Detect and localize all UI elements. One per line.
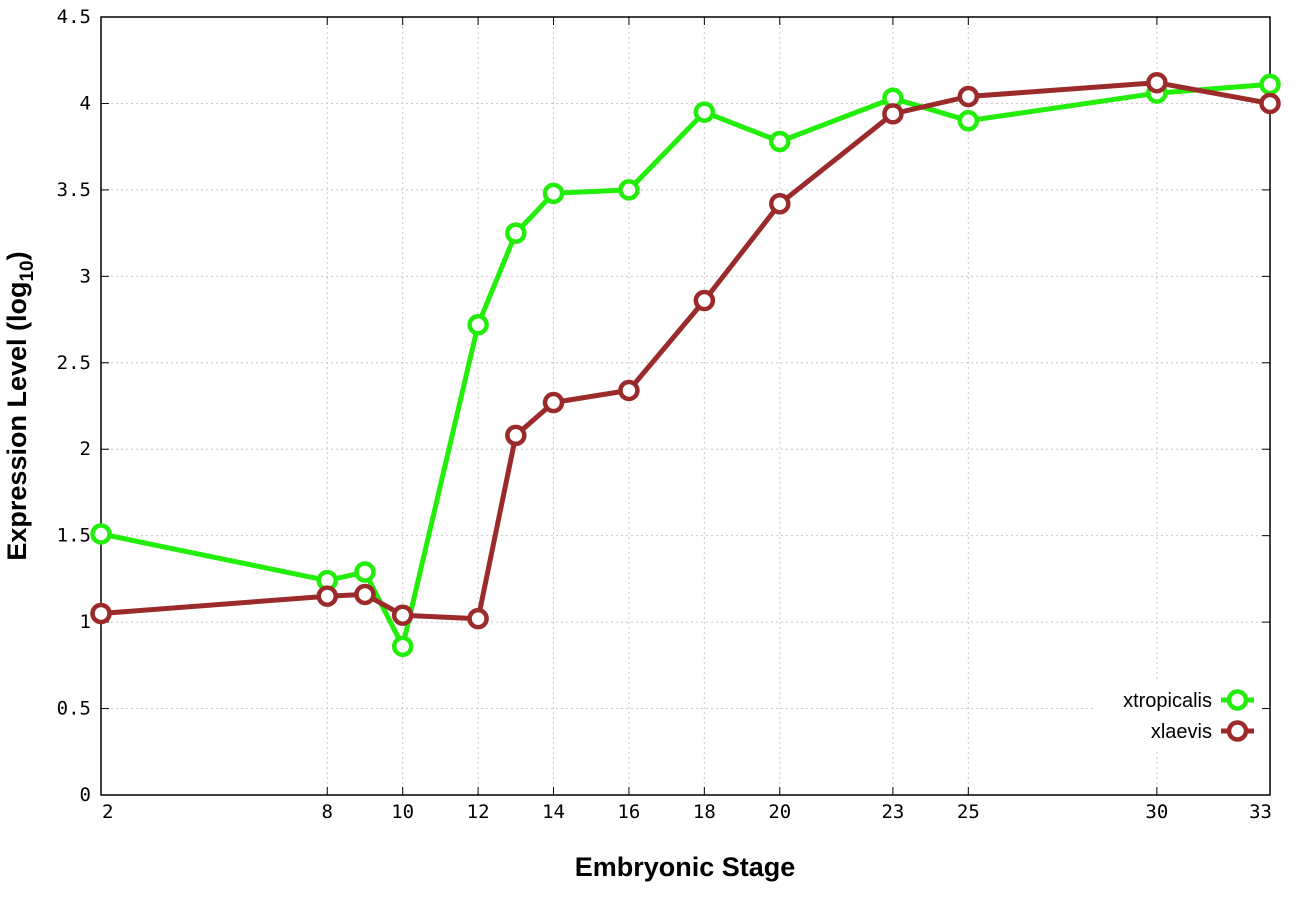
- plot-frame: [100, 16, 1271, 796]
- series-line: [100, 80, 1271, 622]
- y-axis-title-subscript: 10: [17, 260, 38, 281]
- x-tick-label: 12: [467, 801, 490, 823]
- x-tick-label: 14: [542, 801, 565, 823]
- x-tick-label: 25: [957, 801, 980, 823]
- x-tick-label: 16: [617, 801, 640, 823]
- x-tick-label: 23: [881, 801, 904, 823]
- y-tick-label: 1.5: [57, 525, 91, 547]
- series-line: [100, 81, 1271, 649]
- data-point: [957, 109, 980, 132]
- x-tick-label: 2: [102, 801, 113, 823]
- data-point: [542, 182, 565, 205]
- y-tick-label: 3: [80, 265, 91, 287]
- data-point: [505, 424, 527, 447]
- data-point: [693, 289, 716, 312]
- data-point: [354, 561, 376, 583]
- data-point: [769, 192, 791, 215]
- axis-ticks: [100, 16, 1271, 796]
- data-point: [90, 523, 112, 545]
- data-point: [1259, 73, 1281, 96]
- x-tick-labels: 2 8 10 12 14 16 18 20 23 25 30 33: [102, 801, 1272, 823]
- x-tick-label: 33: [1249, 801, 1272, 823]
- data-point: [957, 85, 980, 108]
- legend-label: xlaevis: [1151, 721, 1212, 743]
- data-point: [354, 583, 376, 606]
- data-point: [316, 585, 339, 607]
- legend: xtropicalis xlaevis: [1096, 681, 1262, 749]
- data-point: [618, 379, 640, 402]
- x-tick-label: 18: [693, 801, 716, 823]
- legend-label: xtropicalis: [1123, 690, 1212, 712]
- data-point: [467, 313, 489, 336]
- data-point: [542, 391, 565, 414]
- x-tick-label: 10: [391, 801, 414, 823]
- data-point: [1146, 71, 1168, 94]
- series-xtropicalis: [90, 73, 1281, 658]
- series-xlaevis: [90, 71, 1281, 630]
- y-tick-labels: 0 0.5 1 1.5 2 2.5 3 3.5 4 4.5: [57, 6, 91, 806]
- data-point: [467, 607, 489, 630]
- x-tick-label: 8: [322, 801, 333, 823]
- y-axis-title-close: ): [2, 251, 32, 260]
- y-tick-label: 2.5: [57, 352, 91, 374]
- y-tick-label: 4: [80, 92, 91, 114]
- data-point: [391, 635, 414, 658]
- data-point: [1259, 92, 1281, 115]
- data-point: [391, 604, 414, 626]
- data-point: [693, 101, 716, 123]
- y-tick-label: 0: [80, 784, 91, 806]
- data-point: [882, 103, 904, 125]
- legend-marker: [1226, 720, 1249, 742]
- y-tick-label: 4.5: [57, 6, 91, 28]
- data-point: [769, 130, 791, 153]
- series-layer: [90, 71, 1281, 658]
- data-point: [618, 179, 640, 201]
- x-tick-label: 30: [1145, 801, 1168, 823]
- x-axis-title: Embryonic Stage: [575, 852, 796, 882]
- x-tick-label: 20: [768, 801, 791, 823]
- data-point: [90, 602, 112, 625]
- y-tick-label: 2: [80, 438, 91, 460]
- y-tick-label: 3.5: [57, 179, 91, 201]
- y-tick-label: 1: [80, 611, 91, 633]
- data-point: [505, 222, 527, 244]
- y-tick-label: 0.5: [57, 698, 91, 720]
- y-axis-title: Expression Level (log10): [2, 251, 38, 560]
- legend-marker: [1226, 689, 1249, 711]
- y-axis-title-main: Expression Level (log: [2, 282, 32, 561]
